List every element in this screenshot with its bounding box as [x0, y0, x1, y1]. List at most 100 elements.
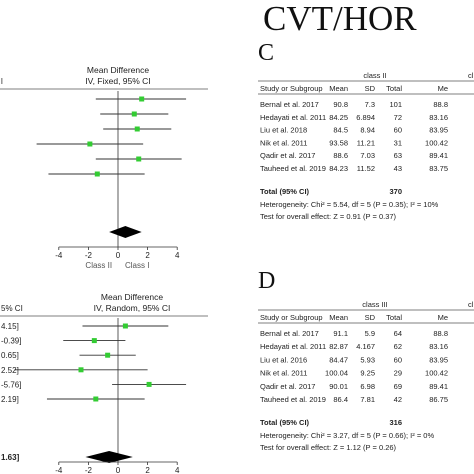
- forest-method: IV, Fixed, 95% CI: [85, 76, 150, 86]
- study-name: Liu et al. 2016: [260, 355, 307, 364]
- total-cell: 69: [394, 382, 402, 391]
- forest-method: IV, Random, 95% CI: [94, 303, 171, 313]
- sd-cell: 8.94: [360, 126, 375, 135]
- study-point: [131, 111, 137, 117]
- study-ci-value: 2.52]: [1, 366, 19, 375]
- forest-header: Mean Difference: [87, 65, 149, 75]
- study-ci-value: 4.15]: [1, 322, 19, 331]
- group-a-label: class III: [362, 300, 387, 309]
- column-header: Mean: [329, 84, 348, 93]
- overall-ci-value: 1.63]: [1, 453, 20, 462]
- total-label: Total (95% CI): [260, 187, 310, 196]
- sd-cell: 6.98: [360, 382, 375, 391]
- study-point: [94, 171, 100, 177]
- study-name: Nik et al. 2011: [260, 369, 307, 378]
- mean-cell: 84.5: [333, 126, 348, 135]
- study-name: Qadir et al. 2017: [260, 382, 315, 391]
- x-tick-label: 4: [175, 466, 180, 474]
- column-header: SD: [365, 84, 376, 93]
- sd-cell: 5.9: [365, 329, 375, 338]
- study-point: [122, 323, 128, 329]
- mean-cell: 84.23: [329, 164, 348, 173]
- sd-cell: 6.894: [356, 113, 375, 122]
- study-name: Tauheed et al. 2019: [260, 164, 326, 173]
- study-name: Bernal et al. 2017: [260, 329, 319, 338]
- sd-cell: 4.167: [356, 342, 375, 351]
- study-name: Nik et al. 2011: [260, 138, 307, 147]
- favours-right-label: Class I: [125, 261, 149, 270]
- mean-b-cell: 100.42: [425, 369, 448, 378]
- study-point: [136, 156, 142, 162]
- x-tick-label: 2: [145, 466, 150, 474]
- x-tick-label: 4: [175, 251, 180, 260]
- mean-cell: 93.58: [329, 138, 348, 147]
- total-label: Total (95% CI): [260, 418, 310, 427]
- column-header: Study or Subgroup: [260, 84, 323, 93]
- study-point: [93, 396, 99, 402]
- group-a-label: class II: [363, 71, 386, 80]
- column-header: Me: [438, 84, 448, 93]
- mean-b-cell: 83.16: [429, 342, 448, 351]
- sd-cell: 9.25: [360, 369, 375, 378]
- column-header: Mean: [329, 313, 348, 322]
- study-point: [105, 352, 111, 358]
- mean-b-cell: 83.95: [429, 355, 448, 364]
- column-header: Total: [386, 84, 402, 93]
- x-tick-label: 0: [116, 251, 121, 260]
- mean-b-cell: 100.42: [425, 138, 448, 147]
- study-point: [78, 367, 84, 373]
- column-header: Me: [438, 313, 448, 322]
- mean-b-cell: 83.16: [429, 113, 448, 122]
- total-cell: 42: [394, 395, 402, 404]
- study-ci-value: -0.39]: [1, 337, 21, 346]
- mean-cell: 88.6: [333, 151, 348, 160]
- total-cell: 62: [394, 342, 402, 351]
- sd-cell: 7.81: [360, 395, 375, 404]
- mean-cell: 86.4: [333, 395, 348, 404]
- study-name: Hedayati et al. 2011: [260, 113, 326, 122]
- mean-b-cell: 88.8: [433, 329, 448, 338]
- favours-left-label: Class II: [85, 261, 112, 270]
- mean-cell: 90.8: [333, 100, 348, 109]
- sd-cell: 11.52: [357, 164, 375, 173]
- mean-cell: 90.01: [329, 382, 348, 391]
- x-tick-label: -2: [85, 251, 93, 260]
- data-table-C: [258, 80, 474, 95]
- left-column-header: 5% CI: [1, 304, 23, 313]
- sd-cell: 7.3: [365, 100, 375, 109]
- x-tick-label: -4: [55, 251, 63, 260]
- total-cell: 60: [394, 126, 402, 135]
- data-table-D: [258, 309, 474, 324]
- total-cell: 43: [394, 164, 402, 173]
- mean-cell: 84.47: [329, 355, 348, 364]
- study-name: Qadir et al. 2017: [260, 151, 315, 160]
- group-b-label: cl: [468, 300, 474, 309]
- x-tick-label: -2: [85, 466, 93, 474]
- mean-cell: 84.25: [329, 113, 348, 122]
- heterogeneity-text: Heterogeneity: Chi² = 5.54, df = 5 (P = …: [260, 200, 439, 209]
- overall-diamond: [85, 451, 133, 463]
- study-ci-value: 0.65]: [1, 351, 19, 360]
- study-ci-value: -5.76]: [1, 380, 21, 389]
- total-cell: 101: [389, 100, 402, 109]
- mean-b-cell: 88.8: [433, 100, 448, 109]
- group-b-label: cl: [468, 71, 474, 80]
- study-point: [139, 96, 145, 102]
- total-value: 370: [389, 187, 402, 196]
- x-tick-label: 2: [145, 251, 150, 260]
- total-cell: 31: [394, 138, 402, 147]
- mean-b-cell: 83.95: [429, 126, 448, 135]
- total-cell: 29: [394, 369, 402, 378]
- column-header: Total: [386, 313, 402, 322]
- mean-cell: 82.87: [329, 342, 348, 351]
- sd-cell: 7.03: [360, 151, 375, 160]
- forest-plot-2: [0, 315, 208, 465]
- study-name: Bernal et al. 2017: [260, 100, 319, 109]
- total-cell: 63: [394, 151, 402, 160]
- column-header: Study or Subgroup: [260, 313, 323, 322]
- study-name: Tauheed et al. 2019: [260, 395, 326, 404]
- left-column-header: l: [1, 77, 3, 86]
- study-point: [146, 381, 152, 387]
- sd-cell: 5.93: [360, 355, 375, 364]
